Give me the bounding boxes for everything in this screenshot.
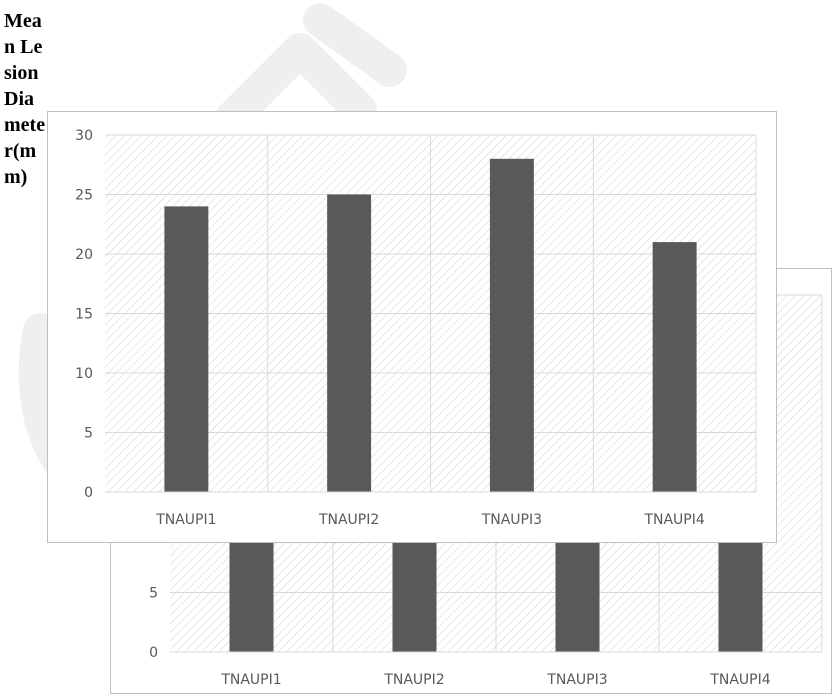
x-tick-label: TNAUPI4 xyxy=(643,512,704,528)
bar-tnaupi4 xyxy=(652,242,697,492)
x-tick-label: TNAUPI2 xyxy=(383,672,444,688)
bar-tnaupi3 xyxy=(489,158,534,493)
front-bar-chart: 0 5 10 15 20 25 30 TNAUPI1 TNAUPI2 TNAUPI3 TNAUPI4 xyxy=(47,111,777,543)
y-tick-label: 30 xyxy=(75,128,93,144)
y-tick-label: 5 xyxy=(84,426,93,442)
y-tick-label: 5 xyxy=(149,586,158,602)
x-tick-label: TNAUPI4 xyxy=(709,672,770,688)
x-tick-label: TNAUPI2 xyxy=(318,512,379,528)
y-tick-label: 0 xyxy=(84,485,93,501)
x-tick-label: TNAUPI3 xyxy=(546,672,607,688)
x-tick-label: TNAUPI1 xyxy=(155,512,216,528)
bar-tnaupi1 xyxy=(164,206,209,492)
x-tick-label: TNAUPI3 xyxy=(481,512,542,528)
y-tick-label: 15 xyxy=(75,307,93,323)
y-tick-label: 25 xyxy=(75,188,93,204)
y-tick-label: 20 xyxy=(75,247,93,263)
y-axis-label: Mean Lesion Diameter(mm) xyxy=(4,10,46,188)
y-tick-label: 0 xyxy=(149,645,158,661)
x-tick-label: TNAUPI1 xyxy=(220,672,281,688)
y-tick-label: 10 xyxy=(75,366,93,382)
bar-tnaupi2 xyxy=(327,194,372,492)
